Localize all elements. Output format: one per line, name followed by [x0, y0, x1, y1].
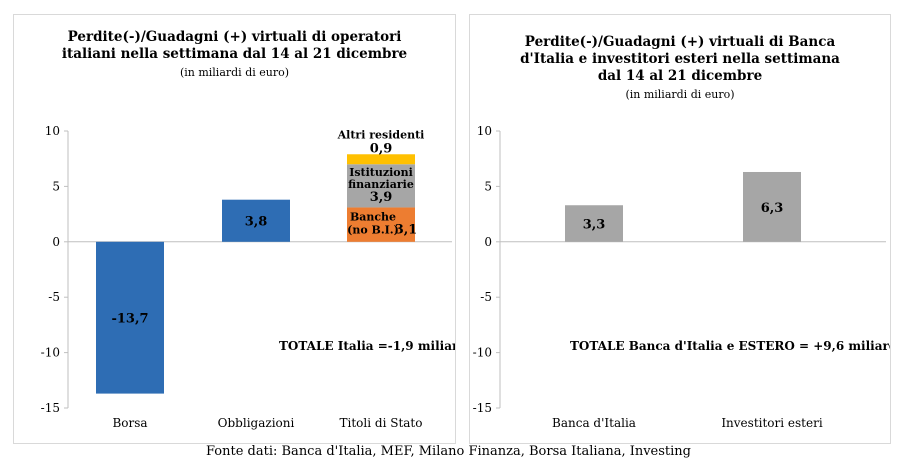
segment-value-label: 0,9 [370, 141, 393, 156]
bar [222, 199, 290, 242]
left-chart-title-line2: italiani nella settimana dal 14 al 21 di… [61, 46, 408, 62]
x-category-label: Banca d'Italia [552, 416, 636, 430]
right-chart-title-line1: Perdite(-)/Guadagni (+) virtuali di Banc… [524, 34, 836, 50]
segment-name-label: (no B.I.) [347, 223, 399, 236]
y-tick-label: -5 [480, 290, 492, 304]
y-tick-label: -10 [473, 346, 492, 360]
bar [96, 241, 164, 394]
bar-value-label: -13,7 [111, 312, 148, 327]
right-chart-title-line2: d'Italia e investitori esteri nella sett… [520, 51, 840, 67]
stacked-bar-segment [347, 154, 415, 165]
source-note: Fonte dati: Banca d'Italia, MEF, Milano … [205, 444, 691, 459]
segment-name-label: Istituzioni [349, 166, 413, 179]
bar-value-label: 6,3 [761, 201, 784, 216]
x-category-label: Investitori esteri [721, 416, 823, 430]
bar [743, 171, 801, 242]
total-annotation: TOTALE Italia =-1,9 miliardi [279, 339, 455, 353]
y-tick-label: 10 [477, 124, 492, 138]
x-category-label: Borsa [112, 416, 147, 430]
bar-value-label: 3,3 [583, 218, 606, 233]
left-chart-plot: 10 5 0 -5 -10 -15 Borsa Obbligazioni Titoli di S… [41, 124, 455, 430]
segment-value-label: 3,1 [395, 222, 418, 237]
right-chart-panel: Perdite(-)/Guadagni (+) virtuali di Banc… [469, 14, 891, 444]
y-tick-label: 10 [45, 124, 60, 138]
y-tick-label: 5 [484, 179, 492, 193]
segment-value-label: 3,9 [370, 190, 393, 205]
segment-name-label: Banche [350, 210, 396, 223]
y-tick-label: 0 [484, 235, 492, 249]
segment-name-label: Altri residenti [337, 128, 425, 141]
stacked-bar-segment [347, 164, 415, 208]
y-tick-label: -5 [48, 290, 60, 304]
x-category-label: Obbligazioni [218, 416, 295, 430]
bar-value-label: 3,8 [245, 215, 268, 230]
left-chart-title-line1: Perdite(-)/Guadagni (+) virtuali di oper… [67, 29, 402, 45]
right-chart-subtitle: (in miliardi di euro) [625, 88, 735, 101]
stacked-bar-segment [347, 207, 415, 242]
left-chart-subtitle: (in miliardi di euro) [179, 66, 290, 79]
total-annotation: TOTALE Banca d'Italia e ESTERO = +9,6 mi… [570, 339, 890, 353]
right-chart-plot: 10 5 0 -5 -10 -15 Banca d'Italia Investitori es… [473, 124, 890, 430]
segment-name-label: finanziarie [348, 178, 414, 191]
bar [565, 205, 623, 242]
y-tick-label: 5 [52, 179, 60, 193]
right-chart-title-line3: dal 14 al 21 dicembre [597, 68, 763, 84]
y-tick-label: -10 [41, 346, 60, 360]
y-tick-label: 0 [52, 235, 60, 249]
y-tick-label: -15 [41, 401, 60, 415]
y-tick-label: -15 [473, 401, 492, 415]
x-category-label: Titoli di Stato [340, 416, 423, 430]
left-chart-panel: Perdite(-)/Guadagni (+) virtuali di oper… [13, 14, 456, 444]
